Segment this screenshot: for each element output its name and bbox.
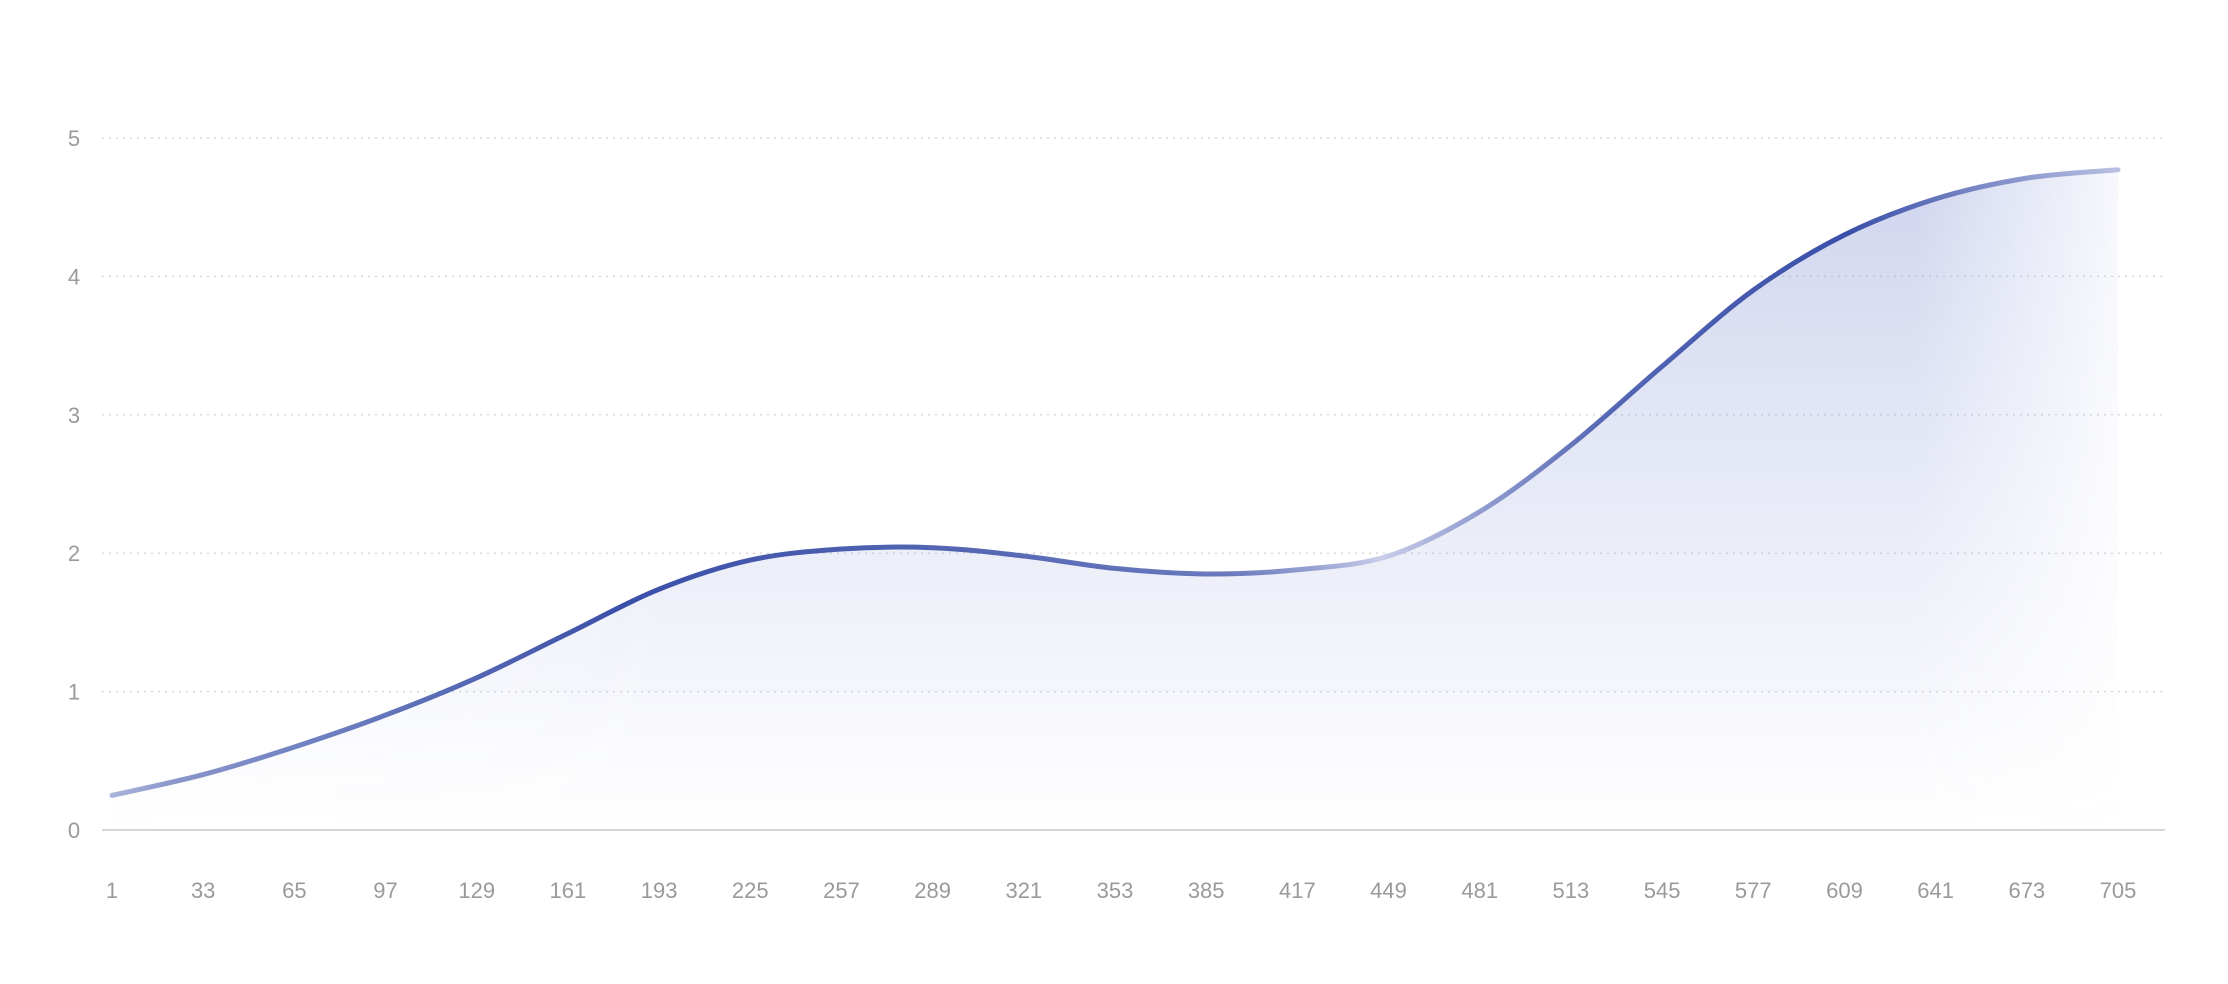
x-tick-label: 161: [550, 878, 587, 903]
data-point: [201, 772, 206, 777]
x-tick-label: 33: [191, 878, 215, 903]
x-tick-label: 321: [1005, 878, 1042, 903]
x-tick-label: 449: [1370, 878, 1407, 903]
data-point: [2024, 176, 2029, 181]
data-point: [383, 713, 388, 718]
data-point: [565, 631, 570, 636]
y-tick-label: 3: [68, 403, 80, 428]
data-point: [292, 744, 297, 749]
data-point: [1933, 196, 1938, 201]
data-point: [1204, 571, 1209, 576]
y-tick-label: 0: [68, 818, 80, 843]
x-tick-label: 65: [282, 878, 306, 903]
data-point: [1568, 443, 1573, 448]
data-point: [930, 545, 935, 550]
data-point: [110, 793, 115, 798]
x-tick-label: 545: [1644, 878, 1681, 903]
x-tick-label: 257: [823, 878, 860, 903]
x-tick-label: 577: [1735, 878, 1772, 903]
x-tick-label: 641: [1917, 878, 1954, 903]
x-tick-labels: 1 33 65 97 129 161 193 225 257 289 321 353 385 417 449…: [106, 878, 2136, 903]
series-line-group: [109, 167, 2121, 798]
x-tick-label: 97: [373, 878, 397, 903]
data-point: [1477, 509, 1482, 514]
x-tick-label: 513: [1553, 878, 1590, 903]
x-tick-label: 353: [1097, 878, 1134, 903]
y-tick-label: 2: [68, 541, 80, 566]
x-tick-label: 705: [2100, 878, 2137, 903]
data-point: [839, 547, 844, 552]
y-tick-label: 5: [68, 126, 80, 151]
x-tick-label: 385: [1188, 878, 1225, 903]
x-tick-label: 289: [914, 878, 951, 903]
x-tick-label: 1: [106, 878, 118, 903]
x-tick-label: 225: [732, 878, 769, 903]
x-tick-label: 609: [1826, 878, 1863, 903]
data-point: [657, 587, 662, 592]
y-tick-labels: 0 1 2 3 4 5: [68, 126, 80, 843]
x-tick-label: 193: [641, 878, 678, 903]
x-tick-label: 481: [1461, 878, 1498, 903]
x-tick-label: 129: [458, 878, 495, 903]
area-fill-group: [112, 169, 2118, 831]
x-tick-label: 417: [1279, 878, 1316, 903]
series-area: [112, 169, 2118, 831]
data-point: [1113, 566, 1118, 571]
data-point: [1295, 567, 1300, 572]
data-point: [1751, 288, 1756, 293]
series-line: [109, 167, 2121, 798]
data-point: [1021, 553, 1026, 558]
y-tick-label: 1: [68, 680, 80, 705]
data-point: [1660, 364, 1665, 369]
data-point: [1842, 232, 1847, 237]
data-point: [1386, 553, 1391, 558]
data-point: [2116, 167, 2121, 172]
data-point: [748, 558, 753, 563]
data-point: [474, 675, 479, 680]
x-tick-label: 673: [2008, 878, 2045, 903]
y-tick-label: 4: [68, 264, 80, 289]
